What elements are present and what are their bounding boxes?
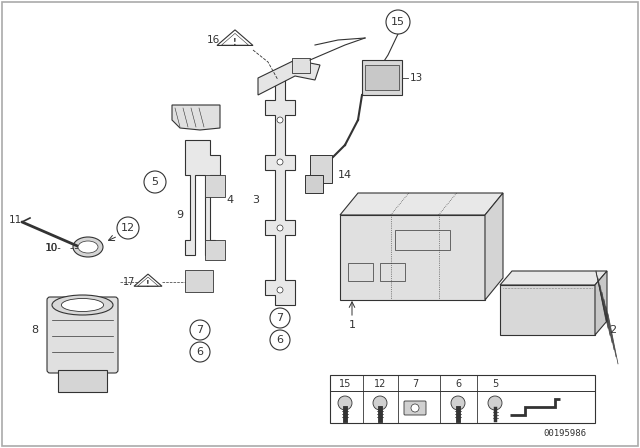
Text: 12: 12 — [374, 379, 386, 389]
Circle shape — [338, 396, 352, 410]
Text: 16: 16 — [207, 35, 220, 45]
Circle shape — [277, 287, 283, 293]
Text: 15: 15 — [339, 379, 351, 389]
Text: !: ! — [146, 280, 150, 289]
Polygon shape — [595, 271, 607, 335]
Circle shape — [277, 117, 283, 123]
Circle shape — [190, 320, 210, 340]
Text: 2: 2 — [609, 325, 616, 335]
Bar — [292, 58, 310, 73]
Circle shape — [373, 396, 387, 410]
FancyBboxPatch shape — [310, 155, 332, 183]
Text: 10-: 10- — [46, 243, 62, 253]
Text: 10: 10 — [45, 243, 58, 253]
Bar — [395, 230, 450, 250]
Text: 1: 1 — [349, 320, 355, 330]
Bar — [185, 270, 213, 292]
Text: 13: 13 — [410, 73, 423, 82]
Circle shape — [451, 396, 465, 410]
Text: 3: 3 — [253, 195, 259, 205]
Bar — [205, 240, 225, 260]
Circle shape — [144, 171, 166, 193]
Ellipse shape — [52, 295, 113, 315]
Bar — [348, 263, 373, 281]
FancyBboxPatch shape — [404, 401, 426, 415]
Text: 15: 15 — [391, 17, 405, 27]
Text: 6: 6 — [276, 335, 284, 345]
Polygon shape — [485, 193, 503, 300]
Polygon shape — [340, 193, 503, 215]
Text: 17: 17 — [123, 277, 135, 287]
Polygon shape — [265, 80, 295, 305]
Bar — [330, 375, 595, 423]
Circle shape — [411, 404, 419, 412]
Polygon shape — [258, 60, 320, 95]
Text: 00195986: 00195986 — [543, 428, 586, 438]
Text: 12: 12 — [121, 223, 135, 233]
Circle shape — [270, 308, 290, 328]
Polygon shape — [134, 274, 162, 286]
Text: 8: 8 — [31, 325, 38, 335]
FancyBboxPatch shape — [362, 60, 402, 95]
Text: 4: 4 — [227, 195, 234, 205]
Ellipse shape — [73, 237, 103, 257]
Circle shape — [277, 159, 283, 165]
Text: 7: 7 — [412, 379, 418, 389]
Text: !: ! — [233, 38, 237, 47]
Text: 7: 7 — [196, 325, 204, 335]
Polygon shape — [217, 30, 253, 45]
Circle shape — [386, 10, 410, 34]
Text: 6: 6 — [196, 347, 204, 357]
FancyBboxPatch shape — [47, 297, 118, 373]
Text: 5: 5 — [152, 177, 159, 187]
FancyBboxPatch shape — [305, 175, 323, 193]
Text: 6: 6 — [455, 379, 461, 389]
Text: 7: 7 — [276, 313, 284, 323]
Polygon shape — [340, 215, 485, 300]
Ellipse shape — [61, 298, 104, 311]
Text: 9: 9 — [177, 210, 184, 220]
Circle shape — [270, 330, 290, 350]
Polygon shape — [172, 105, 220, 130]
FancyBboxPatch shape — [58, 370, 107, 392]
Circle shape — [277, 225, 283, 231]
Circle shape — [488, 396, 502, 410]
Text: 5: 5 — [492, 379, 498, 389]
Text: 11: 11 — [8, 215, 22, 225]
Text: 14: 14 — [338, 170, 352, 180]
Ellipse shape — [78, 241, 98, 253]
Polygon shape — [500, 285, 595, 335]
Circle shape — [117, 217, 139, 239]
Bar — [365, 65, 399, 90]
Bar — [205, 175, 225, 197]
Polygon shape — [185, 140, 220, 255]
Circle shape — [190, 342, 210, 362]
Bar — [380, 263, 405, 281]
Polygon shape — [500, 271, 607, 285]
